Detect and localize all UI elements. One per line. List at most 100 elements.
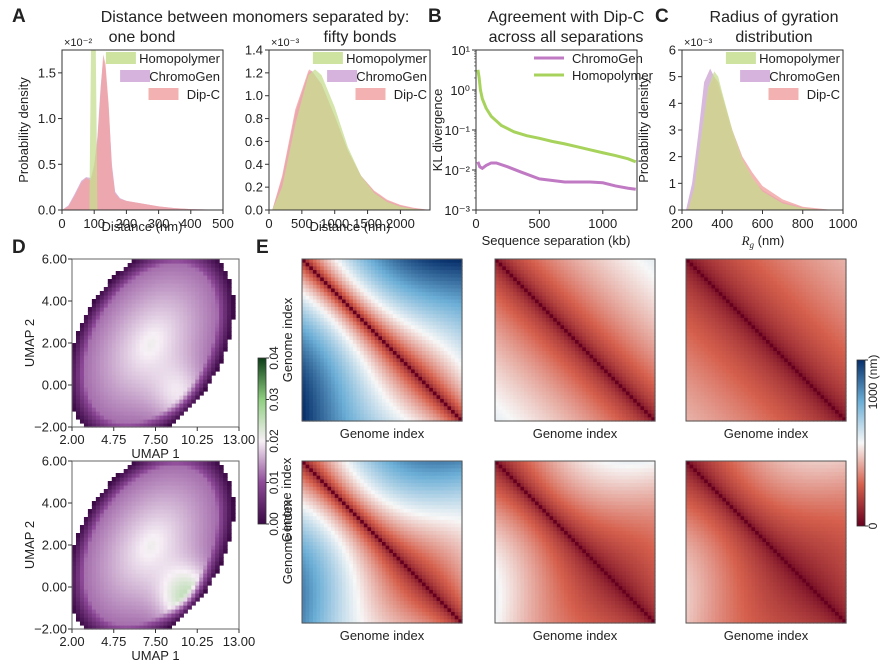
matrix-cell bbox=[400, 417, 405, 422]
density-cell bbox=[191, 569, 196, 574]
density-cell bbox=[143, 335, 149, 340]
matrix-cell bbox=[331, 328, 336, 334]
density-cell bbox=[207, 259, 212, 264]
matrix-cell bbox=[360, 373, 365, 378]
density-cell bbox=[163, 355, 169, 360]
density-cell bbox=[111, 597, 117, 602]
matrix-cell bbox=[440, 266, 445, 271]
matrix-cell bbox=[451, 351, 456, 356]
density-cell bbox=[175, 359, 180, 364]
matrix-cell bbox=[302, 273, 307, 279]
density-cell bbox=[215, 343, 220, 348]
density-cell bbox=[179, 359, 184, 364]
density-cell bbox=[175, 561, 180, 566]
matrix-cell bbox=[338, 317, 343, 323]
matrix-cell bbox=[429, 376, 434, 382]
density-cell bbox=[155, 545, 161, 550]
matrix-cell bbox=[447, 310, 452, 315]
density-cell bbox=[199, 569, 204, 574]
matrix-cell bbox=[414, 314, 419, 319]
matrix-cell bbox=[443, 306, 449, 312]
density-cell bbox=[87, 367, 93, 372]
density-cell bbox=[135, 319, 141, 324]
density-cell bbox=[139, 585, 145, 590]
matrix-cell bbox=[352, 273, 358, 279]
matrix-cell bbox=[356, 391, 361, 396]
matrix-cell bbox=[392, 351, 398, 356]
density-cell bbox=[155, 565, 161, 570]
matrix-cell bbox=[422, 373, 427, 378]
density-cell bbox=[155, 383, 161, 388]
density-cell bbox=[159, 573, 165, 578]
density-cell bbox=[215, 501, 220, 506]
matrix-cell bbox=[334, 310, 339, 315]
matrix-cell bbox=[378, 376, 383, 382]
matrix-cell bbox=[436, 369, 441, 374]
density-cell bbox=[87, 617, 93, 622]
density-cell bbox=[171, 363, 176, 368]
density-cell bbox=[83, 335, 89, 340]
density-cell bbox=[231, 517, 236, 522]
density-cell bbox=[207, 525, 212, 530]
matrix-cell bbox=[363, 354, 369, 360]
density-cell bbox=[131, 259, 137, 264]
matrix-cell bbox=[418, 328, 423, 334]
density-cell bbox=[123, 387, 129, 392]
density-cell bbox=[151, 415, 157, 420]
matrix-cell bbox=[422, 299, 427, 304]
density-cell bbox=[159, 395, 165, 400]
matrix-cell bbox=[378, 395, 383, 400]
density-cell bbox=[139, 259, 145, 264]
density-cell bbox=[131, 497, 137, 502]
density-cell bbox=[167, 541, 173, 546]
density-cell bbox=[219, 549, 224, 554]
density-cell bbox=[187, 465, 192, 470]
density-cell bbox=[131, 617, 137, 622]
density-cell bbox=[119, 323, 125, 328]
density-cell bbox=[103, 497, 109, 502]
density-cell bbox=[159, 605, 165, 610]
density-cell bbox=[139, 529, 145, 534]
density-cell bbox=[171, 565, 176, 570]
matrix-cell bbox=[418, 406, 423, 411]
density-cell bbox=[131, 537, 137, 542]
matrix-cell bbox=[382, 325, 387, 330]
matrix-cell bbox=[389, 328, 394, 334]
density-cell bbox=[179, 287, 184, 292]
density-cell bbox=[219, 513, 224, 518]
density-cell bbox=[147, 303, 153, 308]
matrix-cell bbox=[331, 266, 336, 271]
density-cell bbox=[139, 315, 145, 320]
matrix-cell bbox=[309, 317, 314, 323]
density-cell bbox=[155, 283, 161, 288]
density-cell bbox=[167, 605, 173, 610]
density-cell bbox=[179, 351, 184, 356]
series-homopolymer-area bbox=[272, 69, 430, 210]
density-cell bbox=[203, 509, 208, 514]
density-cell bbox=[83, 617, 89, 622]
density-cell bbox=[99, 625, 105, 630]
density-cell bbox=[175, 391, 180, 396]
matrix-cell bbox=[389, 321, 394, 326]
matrix-cell bbox=[418, 398, 423, 404]
density-cell bbox=[203, 529, 208, 534]
density-cell bbox=[203, 343, 208, 348]
density-cell bbox=[115, 311, 121, 316]
density-cell bbox=[207, 267, 212, 272]
density-cell bbox=[203, 569, 208, 574]
density-cell bbox=[199, 283, 204, 288]
matrix-cell bbox=[316, 270, 321, 275]
matrix-cell bbox=[371, 351, 376, 356]
colorbar-tick-label: 0.01 bbox=[267, 470, 281, 494]
density-cell bbox=[211, 359, 216, 364]
density-cell bbox=[203, 545, 208, 550]
density-cell bbox=[103, 419, 109, 424]
density-cell bbox=[119, 529, 125, 534]
matrix-cell bbox=[400, 303, 405, 308]
matrix-cell bbox=[425, 413, 430, 418]
density-cell bbox=[139, 411, 145, 416]
matrix-cell bbox=[458, 277, 463, 282]
density-cell bbox=[203, 461, 208, 466]
matrix-cell bbox=[312, 292, 318, 297]
density-cell bbox=[191, 517, 196, 522]
